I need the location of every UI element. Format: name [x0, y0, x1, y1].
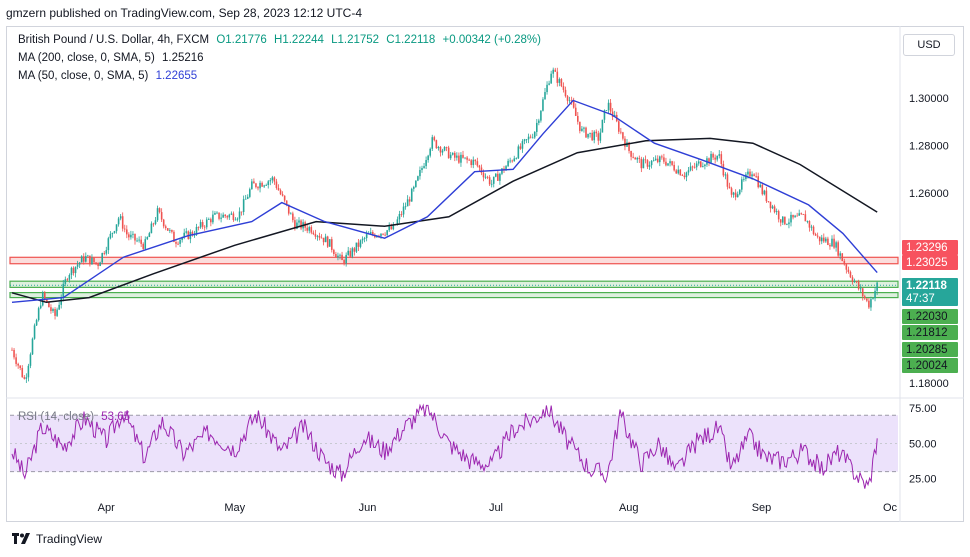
chart-frame	[6, 26, 964, 522]
publish-header: gmzern published on TradingView.com, Sep…	[6, 6, 362, 20]
symbol-legend: British Pound / U.S. Dollar, 4h, FXCM O1…	[18, 34, 545, 46]
ohlc-close: C1.22118	[386, 34, 436, 46]
ohlc-low: L1.21752	[331, 34, 380, 46]
tradingview-logo-icon	[12, 533, 30, 544]
ma200-label: MA (200, close, 0, SMA, 5)	[18, 52, 155, 64]
ohlc-open: O1.21776	[216, 34, 267, 46]
price-change: +0.00342 (+0.28%)	[442, 34, 541, 46]
ma50-label: MA (50, close, 0, SMA, 5)	[18, 70, 149, 82]
ma50-value: 1.22655	[155, 70, 198, 82]
ohlc-high: H1.22244	[274, 34, 324, 46]
tradingview-footer: TradingView	[12, 532, 102, 546]
ma200-value: 1.25216	[161, 52, 204, 64]
currency-button[interactable]: USD	[903, 34, 955, 56]
rsi-value: 53.65	[101, 411, 131, 423]
rsi-label: RSI (14, close)	[18, 411, 95, 423]
rsi-legend: RSI (14, close) 53.65	[18, 411, 134, 423]
ma200-legend: MA (200, close, 0, SMA, 5) 1.25216	[18, 52, 208, 64]
footer-brand: TradingView	[36, 532, 103, 546]
ma50-legend: MA (50, close, 0, SMA, 5) 1.22655	[18, 70, 201, 82]
symbol-title: British Pound / U.S. Dollar, 4h, FXCM	[18, 34, 210, 46]
